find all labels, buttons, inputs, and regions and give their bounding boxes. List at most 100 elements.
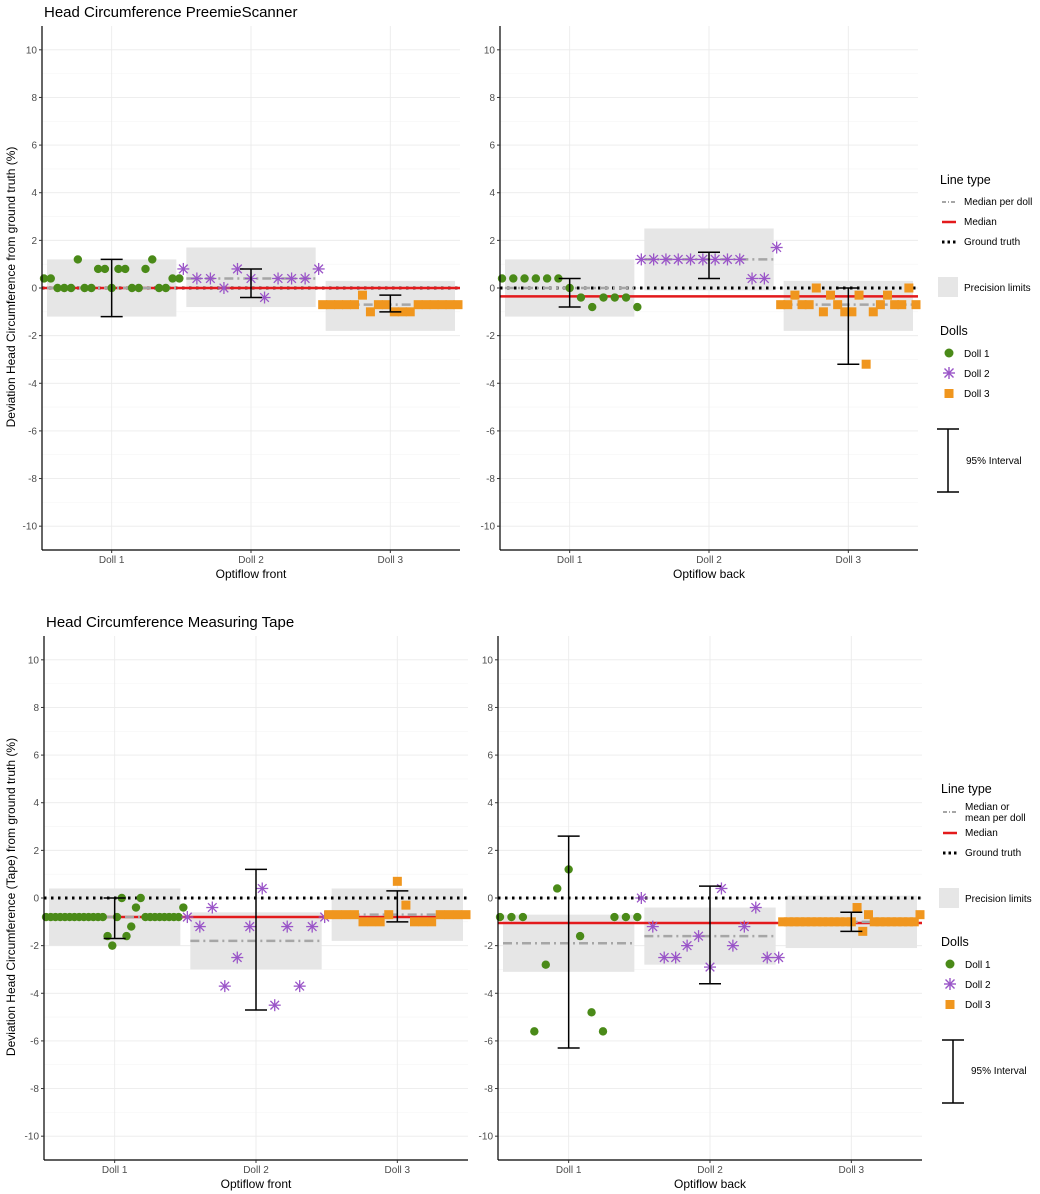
data-point-doll1	[507, 912, 516, 922]
y-tick-label: 4	[31, 188, 37, 199]
data-point-doll2	[658, 951, 671, 964]
data-point-doll2	[256, 882, 269, 895]
panel-bottom-left: 10 8 6 4 2 0 -2 -4 -6 -8 -10 Doll 1 Doll 2 Doll 3 Opti…	[25, 636, 471, 1191]
data-point-doll2	[746, 272, 759, 285]
y-tick-label: -4	[28, 379, 37, 390]
data-point-doll1	[542, 274, 552, 283]
data-point-doll2	[635, 253, 648, 266]
data-point-doll1	[100, 264, 110, 274]
data-point-doll2	[635, 892, 648, 904]
x-tick-label: Doll 2	[238, 555, 264, 566]
y-tick-label: 4	[489, 188, 495, 199]
legend-doll2-label: Doll 2	[964, 369, 990, 380]
data-point-doll1	[497, 274, 507, 283]
data-point-doll3	[461, 910, 471, 920]
legend-median-per-doll-label-line1: Median or	[965, 802, 1010, 813]
interval-bar-doll1	[558, 277, 581, 308]
data-point-doll3	[783, 917, 793, 927]
data-point-doll3	[806, 917, 816, 927]
y-tick-label: 6	[487, 751, 493, 762]
panel-bottom-right: 10 8 6 4 2 0 -2 -4 -6 -8 -10 Doll 1 Doll 2 Doll 3 Opti…	[479, 636, 925, 1191]
data-point-doll1	[46, 274, 55, 283]
y-tick-label: -2	[486, 331, 495, 342]
data-point-doll3	[342, 300, 352, 310]
data-point-doll3	[886, 917, 896, 927]
data-point-doll3	[790, 290, 800, 300]
legend-top: Line type Median per doll Median Ground …	[937, 173, 1032, 493]
data-point-doll3	[367, 917, 377, 927]
legend-dolls-title: Dolls	[940, 324, 968, 338]
interval-bar-doll3	[837, 287, 860, 365]
legend-ground-truth-label: Ground truth	[965, 848, 1021, 859]
data-point-doll1	[66, 283, 76, 293]
x-tick-label: Doll 3	[378, 555, 404, 566]
legend-dolls-title: Dolls	[941, 935, 969, 949]
x-tick-label: Doll 1	[102, 1165, 128, 1176]
data-point-doll3	[384, 910, 394, 920]
data-point-doll3	[375, 917, 385, 927]
y-tick-label: 10	[484, 45, 496, 56]
data-point-doll3	[841, 917, 851, 927]
x-tick-label: Doll 3	[385, 1165, 411, 1176]
data-point-doll1	[154, 283, 164, 293]
data-point-doll3	[778, 917, 788, 927]
data-point-doll3	[858, 926, 868, 936]
y-tick-label: -10	[479, 1132, 494, 1143]
interval-bar-doll2	[240, 268, 262, 299]
y-tick-label: 2	[33, 846, 39, 857]
x-tick-label: Doll 3	[839, 1165, 865, 1176]
legend-interval-swatch	[942, 1039, 964, 1104]
interval-bar-doll3	[840, 911, 863, 933]
data-point-doll1	[141, 264, 150, 274]
data-point-doll3	[350, 300, 360, 310]
data-point-doll2	[726, 939, 739, 952]
data-point-doll3	[869, 917, 879, 927]
y-tick-label: 4	[487, 798, 493, 809]
data-point-doll2	[672, 253, 685, 266]
legend-doll3-swatch	[944, 389, 954, 398]
data-point-doll3	[789, 917, 799, 927]
data-point-doll3	[413, 300, 423, 310]
y-tick-label: -8	[28, 474, 37, 485]
data-point-doll1	[610, 912, 619, 922]
data-point-doll1	[599, 293, 608, 302]
data-point-doll1	[121, 264, 130, 274]
legend-median-per-doll-label: Median per doll	[964, 197, 1032, 208]
data-point-doll2	[721, 253, 734, 266]
y-tick-label: -6	[486, 426, 495, 437]
data-point-doll1	[60, 283, 69, 293]
x-axis-title: Optiflow front	[221, 1177, 292, 1191]
data-point-doll3	[349, 910, 359, 920]
data-point-doll1	[73, 255, 83, 264]
data-point-doll3	[418, 917, 428, 927]
data-point-doll3	[452, 910, 462, 920]
x-axis-title: Optiflow back	[673, 567, 746, 581]
y-tick-label: 6	[31, 141, 37, 152]
data-point-doll3	[811, 283, 821, 293]
data-point-doll3	[898, 917, 908, 927]
interval-bar-doll3	[386, 890, 409, 923]
legend-line-type-title: Line type	[940, 173, 991, 187]
data-point-doll3	[826, 290, 836, 300]
data-point-doll2	[696, 253, 709, 266]
data-point-doll3	[881, 917, 891, 927]
legend-ground-truth-label: Ground truth	[964, 237, 1020, 248]
y-tick-label: -10	[481, 522, 496, 533]
y-tick-label: -2	[484, 941, 493, 952]
data-point-doll3	[429, 300, 439, 310]
data-point-doll2	[177, 262, 190, 275]
data-point-doll1	[127, 283, 137, 293]
data-point-doll2	[299, 272, 312, 285]
data-point-doll1	[553, 884, 562, 893]
data-point-doll1	[175, 274, 184, 283]
data-point-doll3	[445, 300, 455, 310]
x-tick-label: Doll 2	[697, 1165, 723, 1176]
y-tick-label: -6	[484, 1036, 493, 1047]
data-point-doll1	[588, 302, 597, 312]
data-point-doll3	[783, 300, 793, 310]
data-point-doll1	[114, 264, 123, 274]
data-point-doll1	[520, 274, 529, 283]
data-point-doll3	[904, 917, 914, 927]
data-point-doll3	[861, 359, 871, 369]
data-point-doll1	[554, 274, 563, 283]
